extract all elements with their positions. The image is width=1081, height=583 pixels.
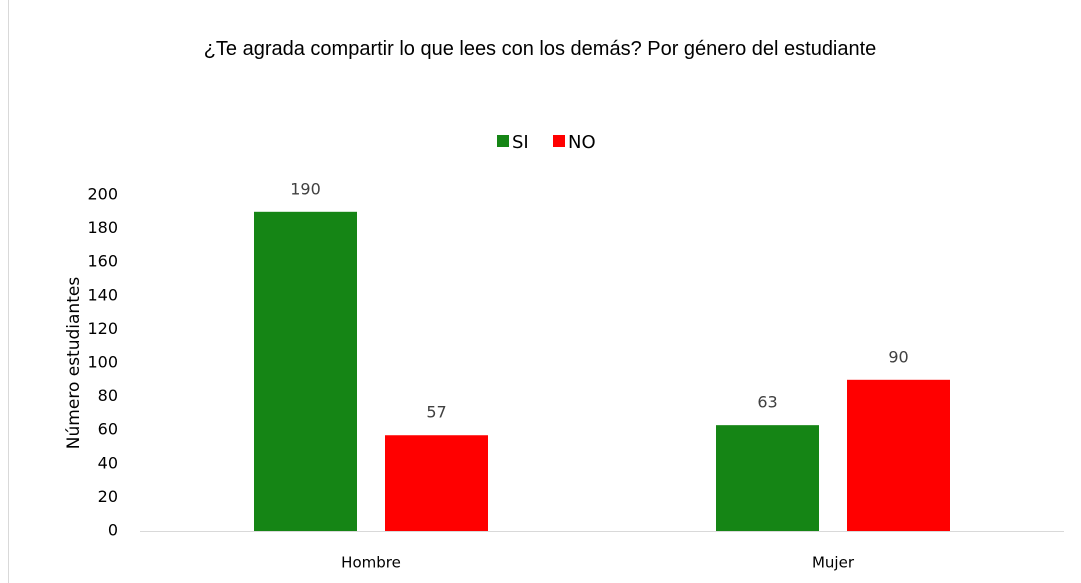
bar [385,435,488,531]
y-tick-label: 40 [98,453,118,472]
y-axis-label: Número estudiantes [64,277,84,450]
legend-label: SI [512,132,529,153]
y-tick-label: 200 [87,185,118,204]
y-tick-label: 20 [98,487,118,506]
x-tick-label: Hombre [341,554,401,572]
y-tick-label: 60 [98,420,118,439]
legend-swatch [497,135,509,147]
data-label: 190 [290,179,321,198]
legend-swatch [553,135,565,147]
y-tick-label: 120 [87,319,118,338]
data-label: 90 [888,347,908,366]
data-label: 57 [426,403,446,422]
bar [716,425,819,531]
y-tick-label: 100 [87,353,118,372]
bar [254,211,357,532]
chart-title: ¿Te agrada compartir lo que lees con los… [203,38,877,60]
x-tick-label: Mujer [812,554,855,572]
data-label: 63 [757,393,777,412]
y-tick-label: 160 [87,252,118,271]
y-tick-label: 180 [87,218,118,237]
legend-label: NO [568,132,596,153]
bar [847,379,950,531]
y-tick-label: 0 [108,521,118,540]
y-tick-label: 140 [87,285,118,304]
y-tick-label: 80 [98,386,118,405]
